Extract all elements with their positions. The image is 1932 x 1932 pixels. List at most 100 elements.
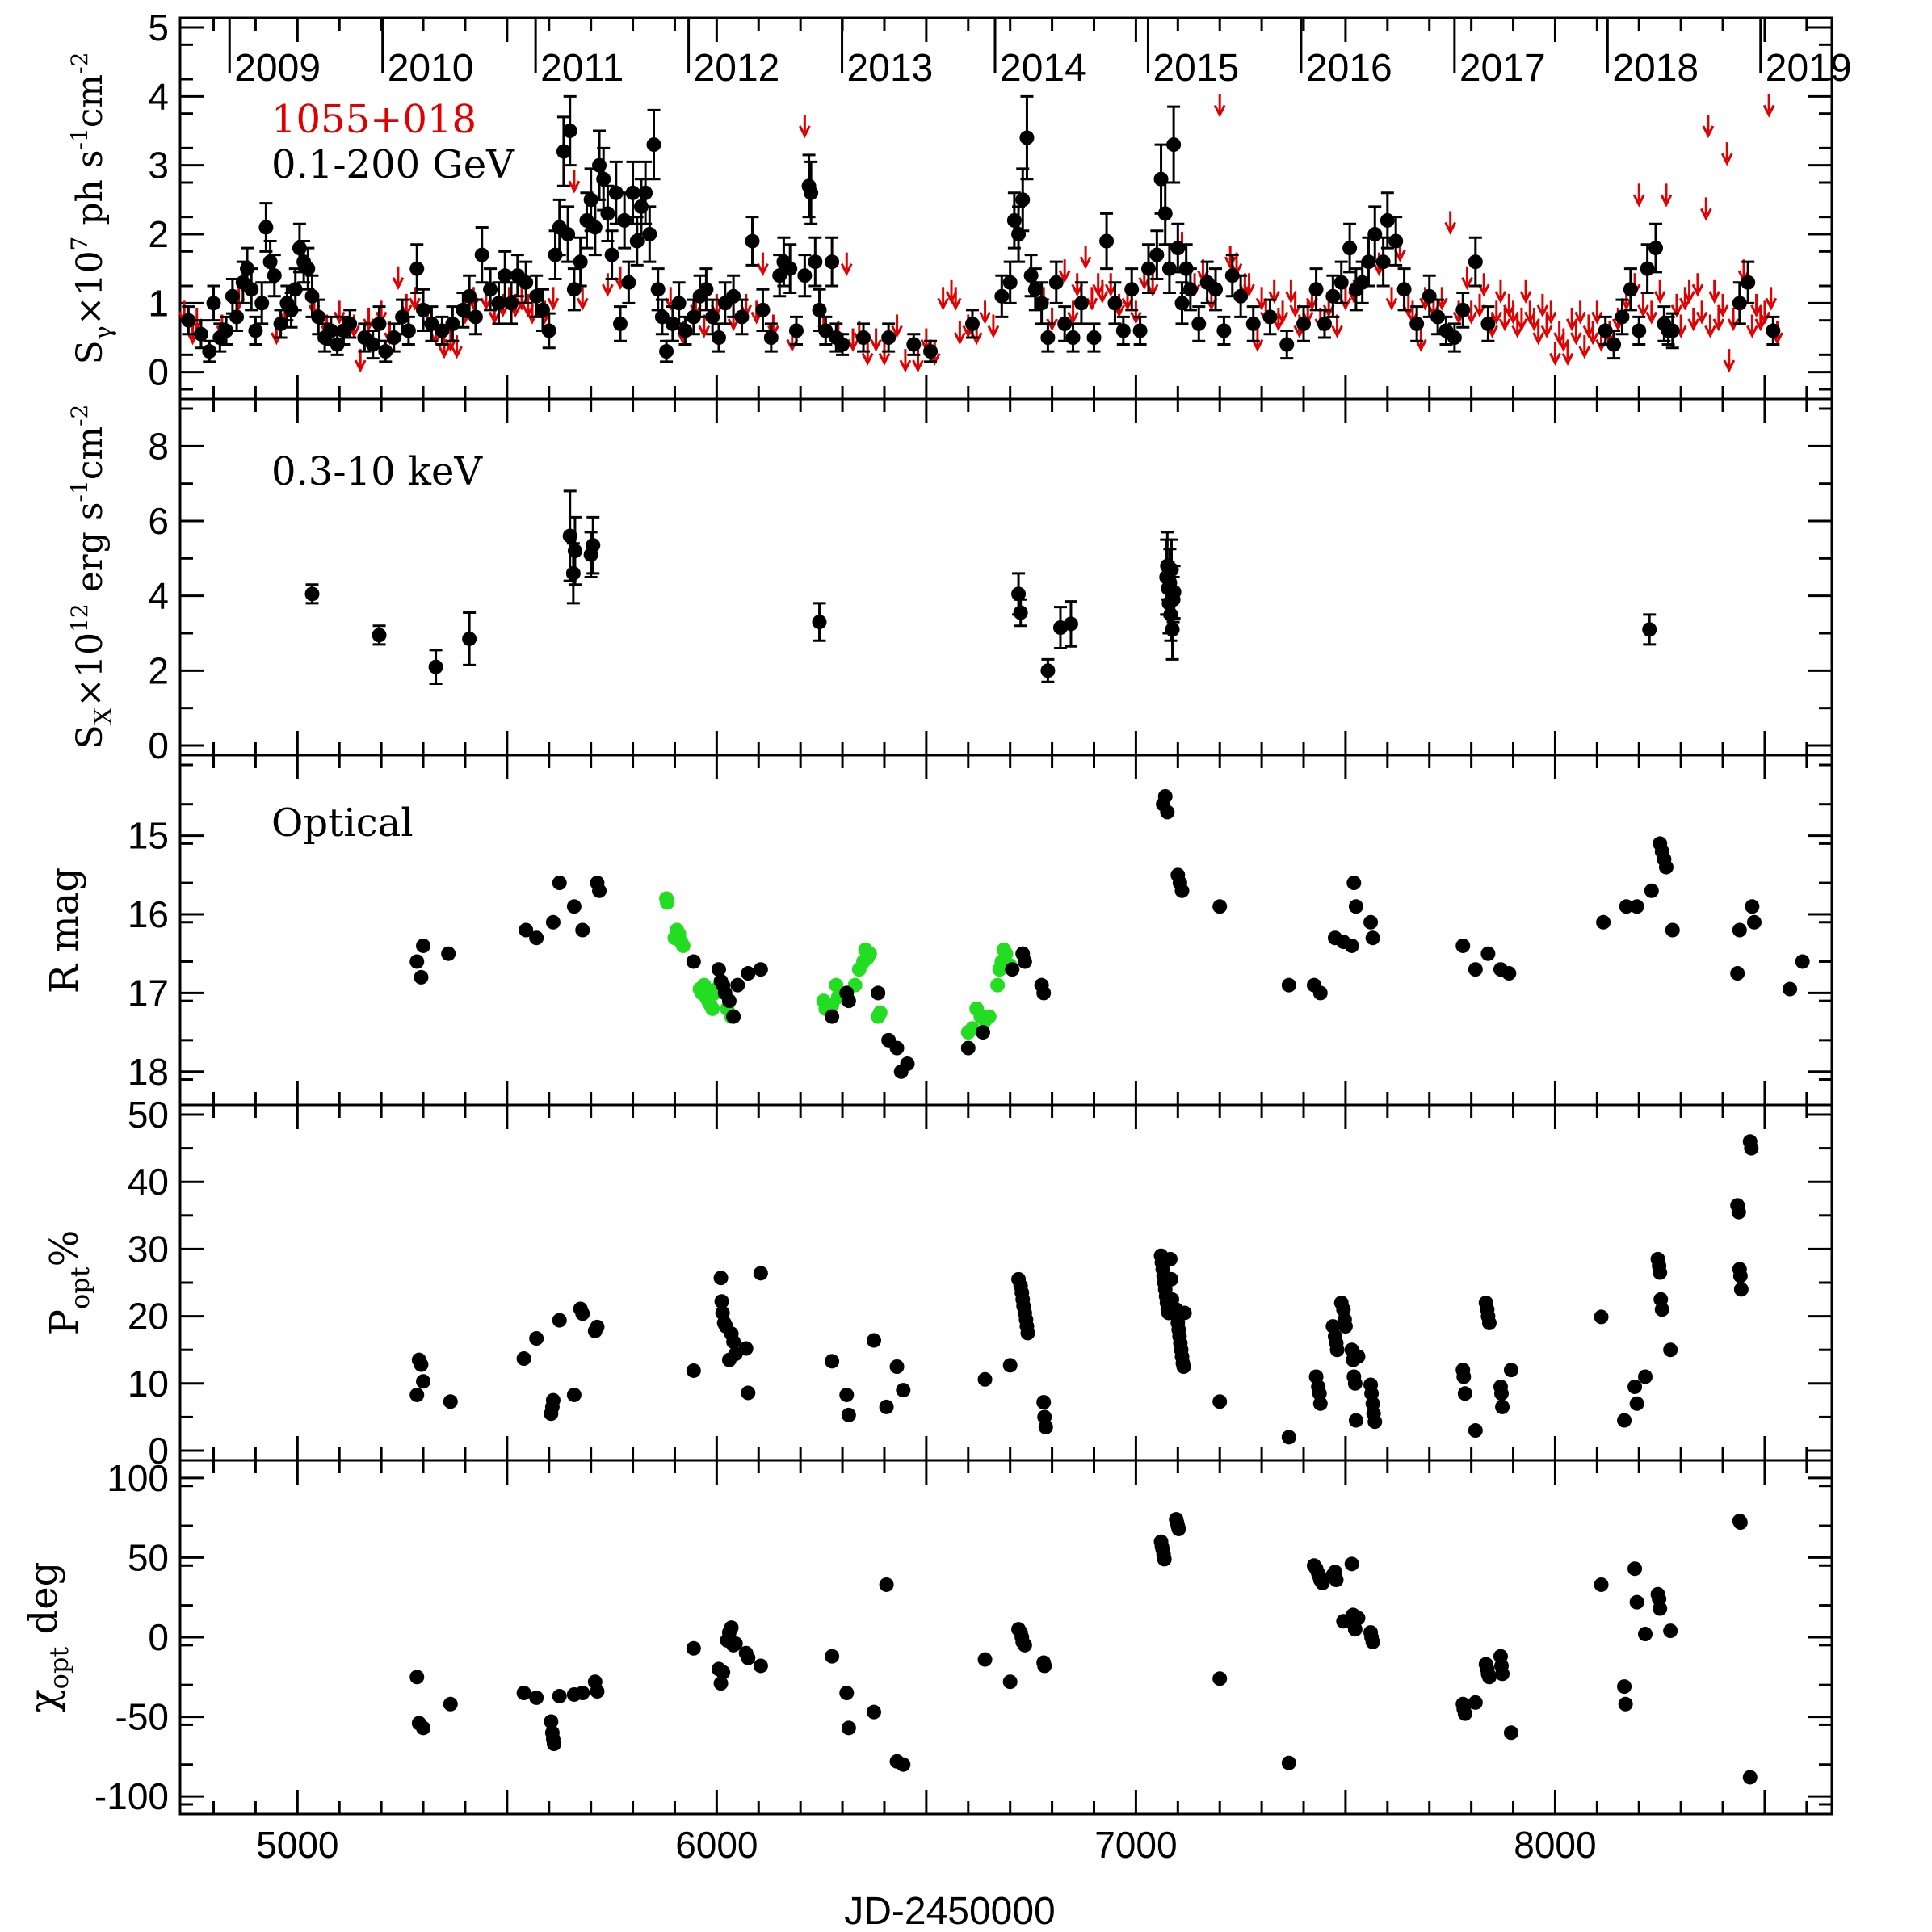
- data-point: [1632, 323, 1647, 338]
- data-point: [1665, 323, 1680, 338]
- pol-point: [977, 1371, 993, 1387]
- evpa-point: [741, 1650, 756, 1665]
- data-point: [1367, 227, 1383, 242]
- optical-point: [1644, 883, 1659, 898]
- y-tick-label: 20: [128, 1296, 169, 1338]
- xray-band-label: 0.3-10 keV: [271, 449, 483, 494]
- optical-green-point: [990, 977, 1006, 993]
- evpa-point: [590, 1684, 605, 1699]
- data-point: [612, 316, 628, 331]
- data-point: [225, 288, 240, 304]
- optical-point: [1455, 938, 1471, 953]
- upper-limit-arrowhead: [840, 262, 853, 277]
- upper-limit-arrowhead: [568, 180, 581, 194]
- data-point: [650, 282, 666, 297]
- data-point: [1174, 296, 1190, 311]
- data-point: [386, 330, 401, 345]
- evpa-point: [724, 1620, 739, 1636]
- evpa-point: [575, 1686, 590, 1700]
- optical-point: [1005, 962, 1020, 977]
- year-label: 2009: [234, 47, 321, 90]
- optical-point: [529, 930, 544, 946]
- optical-point: [441, 946, 456, 961]
- evpa-point: [1629, 1594, 1644, 1610]
- evpa-point: [686, 1640, 701, 1656]
- upper-limit-arrowhead: [1243, 284, 1255, 297]
- pol-point: [1733, 1282, 1749, 1297]
- upper-limit-arrowhead: [1268, 291, 1281, 304]
- data-point: [856, 330, 872, 345]
- pol-point: [1629, 1396, 1644, 1411]
- y-tick-label: 50: [128, 1536, 169, 1578]
- data-point: [642, 227, 657, 242]
- evpa-point: [1344, 1556, 1359, 1572]
- y-tick-label: 8: [148, 425, 169, 467]
- data-point: [600, 206, 615, 221]
- pol-point: [529, 1331, 544, 1346]
- upper-limit-arrowhead: [861, 352, 874, 366]
- evpa-y-axis-label: χopt deg: [21, 1562, 74, 1713]
- data-point: [456, 302, 471, 317]
- optical-point: [414, 969, 429, 985]
- pol-point: [575, 1306, 590, 1321]
- data-point: [783, 261, 798, 276]
- optical-point: [841, 993, 856, 1009]
- data-point: [428, 659, 443, 674]
- pol-point: [590, 1319, 605, 1334]
- pol-point: [443, 1394, 458, 1409]
- data-point: [1011, 586, 1027, 602]
- optical-point: [711, 962, 726, 977]
- pol-data: [410, 1134, 1759, 1445]
- upper-limit-arrowhead: [1067, 311, 1079, 325]
- pol-point: [1347, 1376, 1363, 1391]
- upper-limit-arrowhead: [949, 297, 962, 311]
- optical-point: [1363, 914, 1379, 930]
- evpa-point: [1653, 1601, 1668, 1616]
- evpa-point: [1732, 1515, 1748, 1531]
- data-point: [202, 344, 217, 359]
- upper-limit-arrowhead: [392, 277, 405, 291]
- optical-point: [1746, 914, 1762, 930]
- pol-point: [416, 1374, 431, 1389]
- data-point: [1468, 254, 1483, 270]
- data-point: [1115, 323, 1131, 338]
- evpa-point: [1628, 1561, 1643, 1577]
- upper-limit-arrowhead: [1660, 194, 1673, 208]
- data-point: [1606, 337, 1622, 352]
- data-point: [1216, 323, 1232, 338]
- upper-limit-arrowhead: [1540, 325, 1553, 338]
- upper-limit-arrowhead: [1415, 338, 1427, 352]
- pol-point: [1653, 1265, 1668, 1280]
- data-point: [1164, 562, 1179, 578]
- data-point: [1396, 282, 1412, 297]
- data-point: [1161, 261, 1177, 276]
- data-point: [416, 302, 431, 317]
- data-point: [1048, 275, 1064, 290]
- data-point: [812, 302, 827, 317]
- optical-point: [900, 1056, 915, 1072]
- pol-point: [566, 1387, 582, 1402]
- pol-point: [1468, 1423, 1483, 1438]
- upper-limit-arrowhead: [891, 325, 903, 338]
- optical-point: [1783, 981, 1798, 997]
- upper-limit-arrowhead: [1653, 291, 1666, 304]
- pol-point: [1494, 1386, 1509, 1401]
- upper-limit-arrowhead: [1465, 311, 1477, 325]
- pol-point: [1732, 1268, 1748, 1283]
- pol-point: [516, 1351, 531, 1367]
- data-point: [1615, 309, 1630, 325]
- evpa-point: [416, 1720, 431, 1736]
- data-point: [1140, 261, 1156, 276]
- optical-green-point: [660, 895, 675, 910]
- data-point: [1099, 233, 1115, 249]
- upper-limit-arrowhead: [1574, 311, 1586, 325]
- optical-point: [721, 993, 737, 1009]
- data-point: [646, 137, 662, 153]
- upper-limit-arrowhead: [1637, 304, 1649, 318]
- upper-limit-arrowhead: [1708, 291, 1721, 304]
- data-point: [401, 323, 416, 338]
- data-point: [825, 254, 840, 270]
- y-tick-label: 6: [148, 500, 169, 542]
- data-point: [906, 337, 922, 352]
- upper-limit-arrowhead: [757, 262, 769, 277]
